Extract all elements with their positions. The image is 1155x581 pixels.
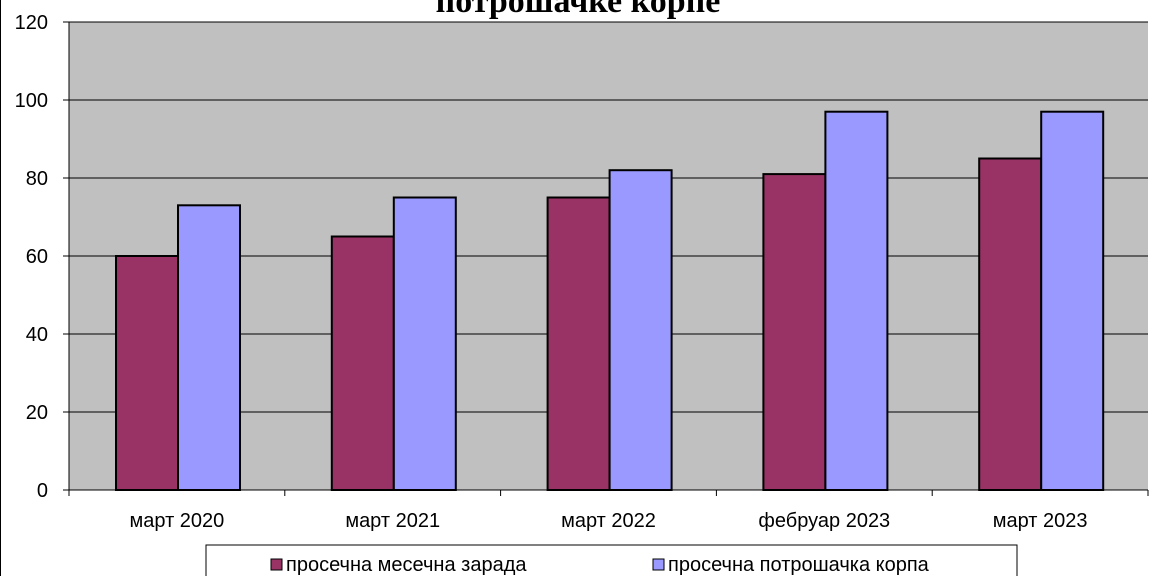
legend-label: просечна потрошачка корпа (668, 554, 930, 576)
plot-area: 0 20 40 60 80 100 120 март 2020 март 2021 март 20… (15, 12, 1149, 532)
bar-basket-2 (608, 169, 673, 491)
y-tick-label: 20 (26, 402, 48, 424)
bar-basket-3 (824, 110, 889, 491)
x-tick-label: март 2022 (561, 510, 656, 532)
y-tick-label: 0 (37, 480, 48, 502)
bar-basket-1 (392, 196, 457, 491)
bar-basket-4 (1040, 110, 1105, 491)
x-tick-label: март 2021 (345, 510, 440, 532)
bar-salary-2 (546, 196, 611, 491)
legend-swatch (270, 558, 283, 571)
bar-salary-1 (330, 235, 395, 491)
chart-title: потрошачке корпе (436, 0, 721, 20)
y-tick-label: 120 (15, 12, 48, 34)
legend-swatch (652, 558, 665, 571)
bar-salary-0 (115, 255, 179, 491)
x-tick-label: март 2023 (993, 510, 1088, 532)
bar-basket-0 (177, 204, 241, 492)
x-tick-label: фебруар 2023 (758, 510, 890, 532)
bar-salary-3 (762, 173, 827, 491)
y-tick-label: 100 (15, 90, 48, 112)
y-tick-label: 60 (26, 246, 48, 268)
legend: просечна месечна зарада просечна потрошач… (205, 544, 1018, 581)
bar-salary-4 (978, 157, 1043, 491)
legend-box (205, 544, 1018, 581)
y-tick-label: 40 (26, 324, 48, 346)
legend-label: просечна месечна зарада (286, 554, 527, 576)
y-tick-label: 80 (26, 168, 48, 190)
x-tick-label: март 2020 (130, 510, 225, 532)
